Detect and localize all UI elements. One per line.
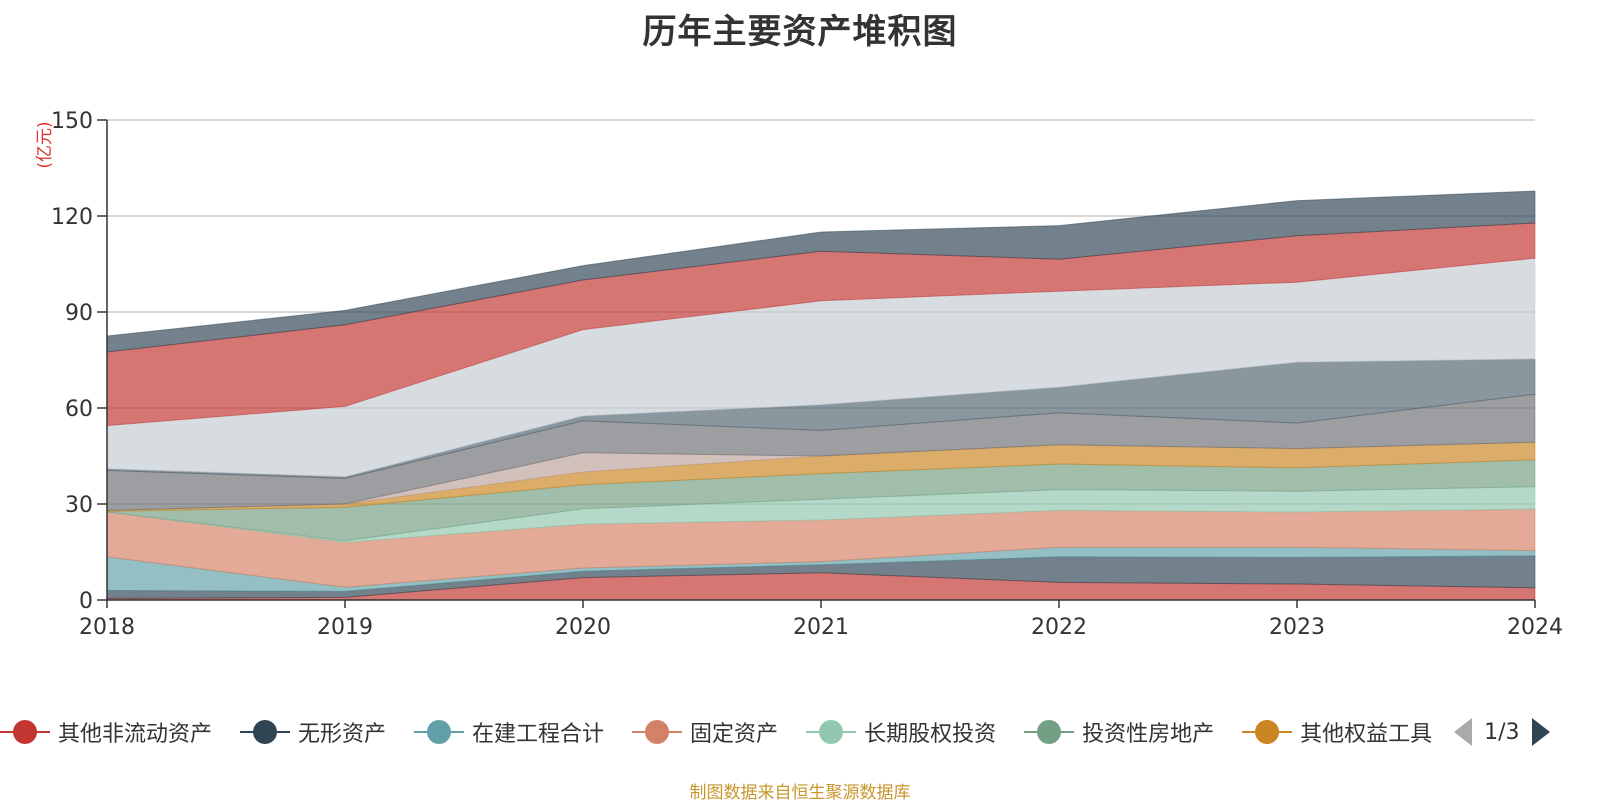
legend: 其他非流动资产 无形资产 在建工程合计 固定资产 长期股权投资 投资性房地产 其他权益工具 …: [0, 712, 1600, 752]
y-tick-label: 0: [79, 589, 93, 614]
x-tick-label: 2019: [317, 615, 373, 640]
x-tick-label: 2020: [555, 615, 611, 640]
x-tick-label: 2022: [1031, 615, 1087, 640]
legend-pager: 1/3: [1454, 718, 1550, 746]
legend-prev-page-icon[interactable]: [1454, 718, 1473, 746]
legend-item[interactable]: 其他非流动资产: [0, 716, 212, 748]
area-series-12[interactable]: [106, 190, 1536, 353]
y-tick-label: 90: [65, 301, 93, 326]
y-tick-label: 30: [65, 493, 93, 518]
legend-item[interactable]: 固定资产: [632, 716, 778, 748]
legend-marker-icon: [414, 720, 465, 744]
legend-label: 无形资产: [298, 722, 387, 747]
y-tick-label: 60: [65, 397, 93, 422]
legend-label: 在建工程合计: [472, 722, 605, 747]
legend-item[interactable]: 长期股权投资: [806, 716, 996, 748]
x-tick-label: 2018: [79, 615, 135, 640]
y-axis-unit-label: (亿元): [35, 121, 55, 168]
legend-marker-icon: [1024, 720, 1075, 744]
x-tick-label: 2024: [1507, 615, 1563, 640]
source-note: 制图数据来自恒生聚源数据库: [689, 783, 911, 803]
legend-marker-icon: [240, 720, 291, 744]
x-tick-label: 2021: [793, 615, 849, 640]
legend-marker-icon: [632, 720, 683, 744]
legend-label: 投资性房地产: [1082, 722, 1215, 747]
legend-marker-icon: [0, 720, 50, 744]
legend-label: 长期股权投资: [864, 722, 997, 747]
legend-marker-icon: [806, 720, 857, 744]
axis-layer: 0 30 60 90 120 150 2018 2019 2020 2021 2022 2023 202…: [51, 109, 1563, 640]
legend-item[interactable]: 无形资产: [240, 716, 386, 748]
legend-label: 固定资产: [690, 722, 779, 747]
legend-label: 其他非流动资产: [58, 722, 213, 747]
chart-title: 历年主要资产堆积图: [642, 12, 958, 52]
legend-item[interactable]: 在建工程合计: [414, 716, 604, 748]
legend-label: 其他权益工具: [1300, 722, 1433, 747]
legend-marker-icon: [1242, 720, 1293, 744]
x-tick-label: 2023: [1269, 615, 1325, 640]
legend-page-indicator: 1/3: [1484, 719, 1520, 745]
legend-next-page-icon[interactable]: [1531, 718, 1550, 746]
y-tick-label: 120: [51, 205, 93, 230]
legend-item[interactable]: 投资性房地产: [1024, 716, 1214, 748]
legend-item[interactable]: 其他权益工具: [1242, 716, 1432, 748]
area-layer: [106, 190, 1536, 601]
y-tick-label: 150: [51, 109, 93, 134]
